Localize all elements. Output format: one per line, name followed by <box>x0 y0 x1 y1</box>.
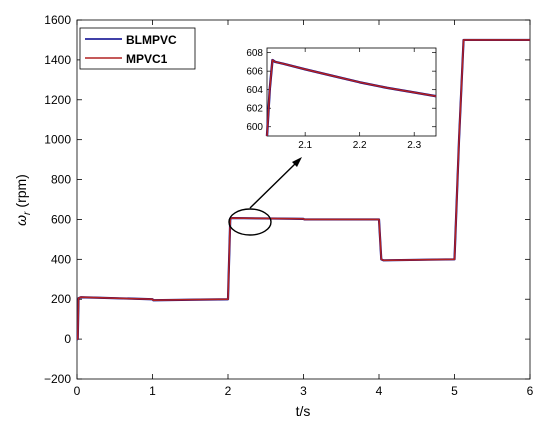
inset-x-tick-label: 2.2 <box>353 140 367 151</box>
y-tick-label: 200 <box>51 292 71 306</box>
x-tick-label: 5 <box>451 384 458 398</box>
x-tick-label: 6 <box>527 384 534 398</box>
inset-series-layer <box>265 58 437 137</box>
inset-y-tick-label: 600 <box>246 122 263 133</box>
y-axis-symbol: ω <box>13 215 29 226</box>
inset-chart: 2.1 2.2 2.3 600 602 604 606 608 <box>246 47 437 151</box>
legend-label-blmpvc: BLMPVC <box>126 33 177 47</box>
y-tick-label: 600 <box>51 212 71 226</box>
y-tick-label: 0 <box>64 332 71 346</box>
y-axis-title: ωr (rpm) <box>13 174 33 226</box>
inset-x-axis: 2.1 2.2 2.3 <box>298 48 422 151</box>
x-axis: 0 1 2 3 4 5 6 <box>74 20 534 398</box>
inset-series-line-mpvc1 <box>266 59 437 137</box>
y-tick-label: 400 <box>51 252 71 266</box>
inset-x-tick-label: 2.3 <box>407 140 421 151</box>
y-axis: −200 0 200 400 600 800 1000 1200 1400 1600 <box>44 13 530 386</box>
zoom-arrow-shaft <box>249 162 297 209</box>
x-tick-label: 2 <box>225 384 232 398</box>
legend: BLMPVC MPVC1 <box>79 27 196 70</box>
x-tick-label: 3 <box>300 384 307 398</box>
y-tick-label: 1000 <box>44 133 71 147</box>
zoom-ellipse <box>228 208 272 236</box>
inset-y-tick-label: 604 <box>246 85 263 96</box>
legend-box <box>79 27 196 70</box>
y-tick-label: 1600 <box>44 13 71 27</box>
y-tick-label: 1200 <box>44 93 71 107</box>
x-tick-label: 0 <box>74 384 81 398</box>
y-axis-unit: (rpm) <box>13 174 29 207</box>
zoom-arrow-head <box>292 157 302 167</box>
x-axis-title: t/s <box>296 403 311 419</box>
inset-y-tick-label: 602 <box>246 104 263 115</box>
series-layer <box>76 38 530 341</box>
inset-x-tick-label: 2.1 <box>298 140 312 151</box>
y-axis-subscript: r <box>22 211 33 215</box>
inset-y-tick-label: 606 <box>246 67 263 78</box>
legend-label-mpvc1: MPVC1 <box>126 52 168 66</box>
y-tick-label: −200 <box>44 372 71 386</box>
y-tick-label: 1400 <box>44 53 71 67</box>
inset-y-tick-label: 608 <box>246 48 263 59</box>
x-tick-label: 4 <box>376 384 383 398</box>
series-line-mpvc1 <box>76 39 530 340</box>
x-tick-label: 1 <box>149 384 156 398</box>
y-tick-label: 800 <box>51 173 71 187</box>
